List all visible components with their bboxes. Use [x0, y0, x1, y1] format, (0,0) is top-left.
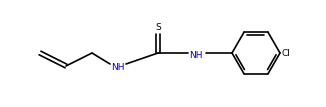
- Text: S: S: [155, 23, 161, 32]
- Text: NH: NH: [189, 51, 203, 59]
- Text: Cl: Cl: [282, 48, 291, 57]
- Text: NH: NH: [111, 63, 125, 73]
